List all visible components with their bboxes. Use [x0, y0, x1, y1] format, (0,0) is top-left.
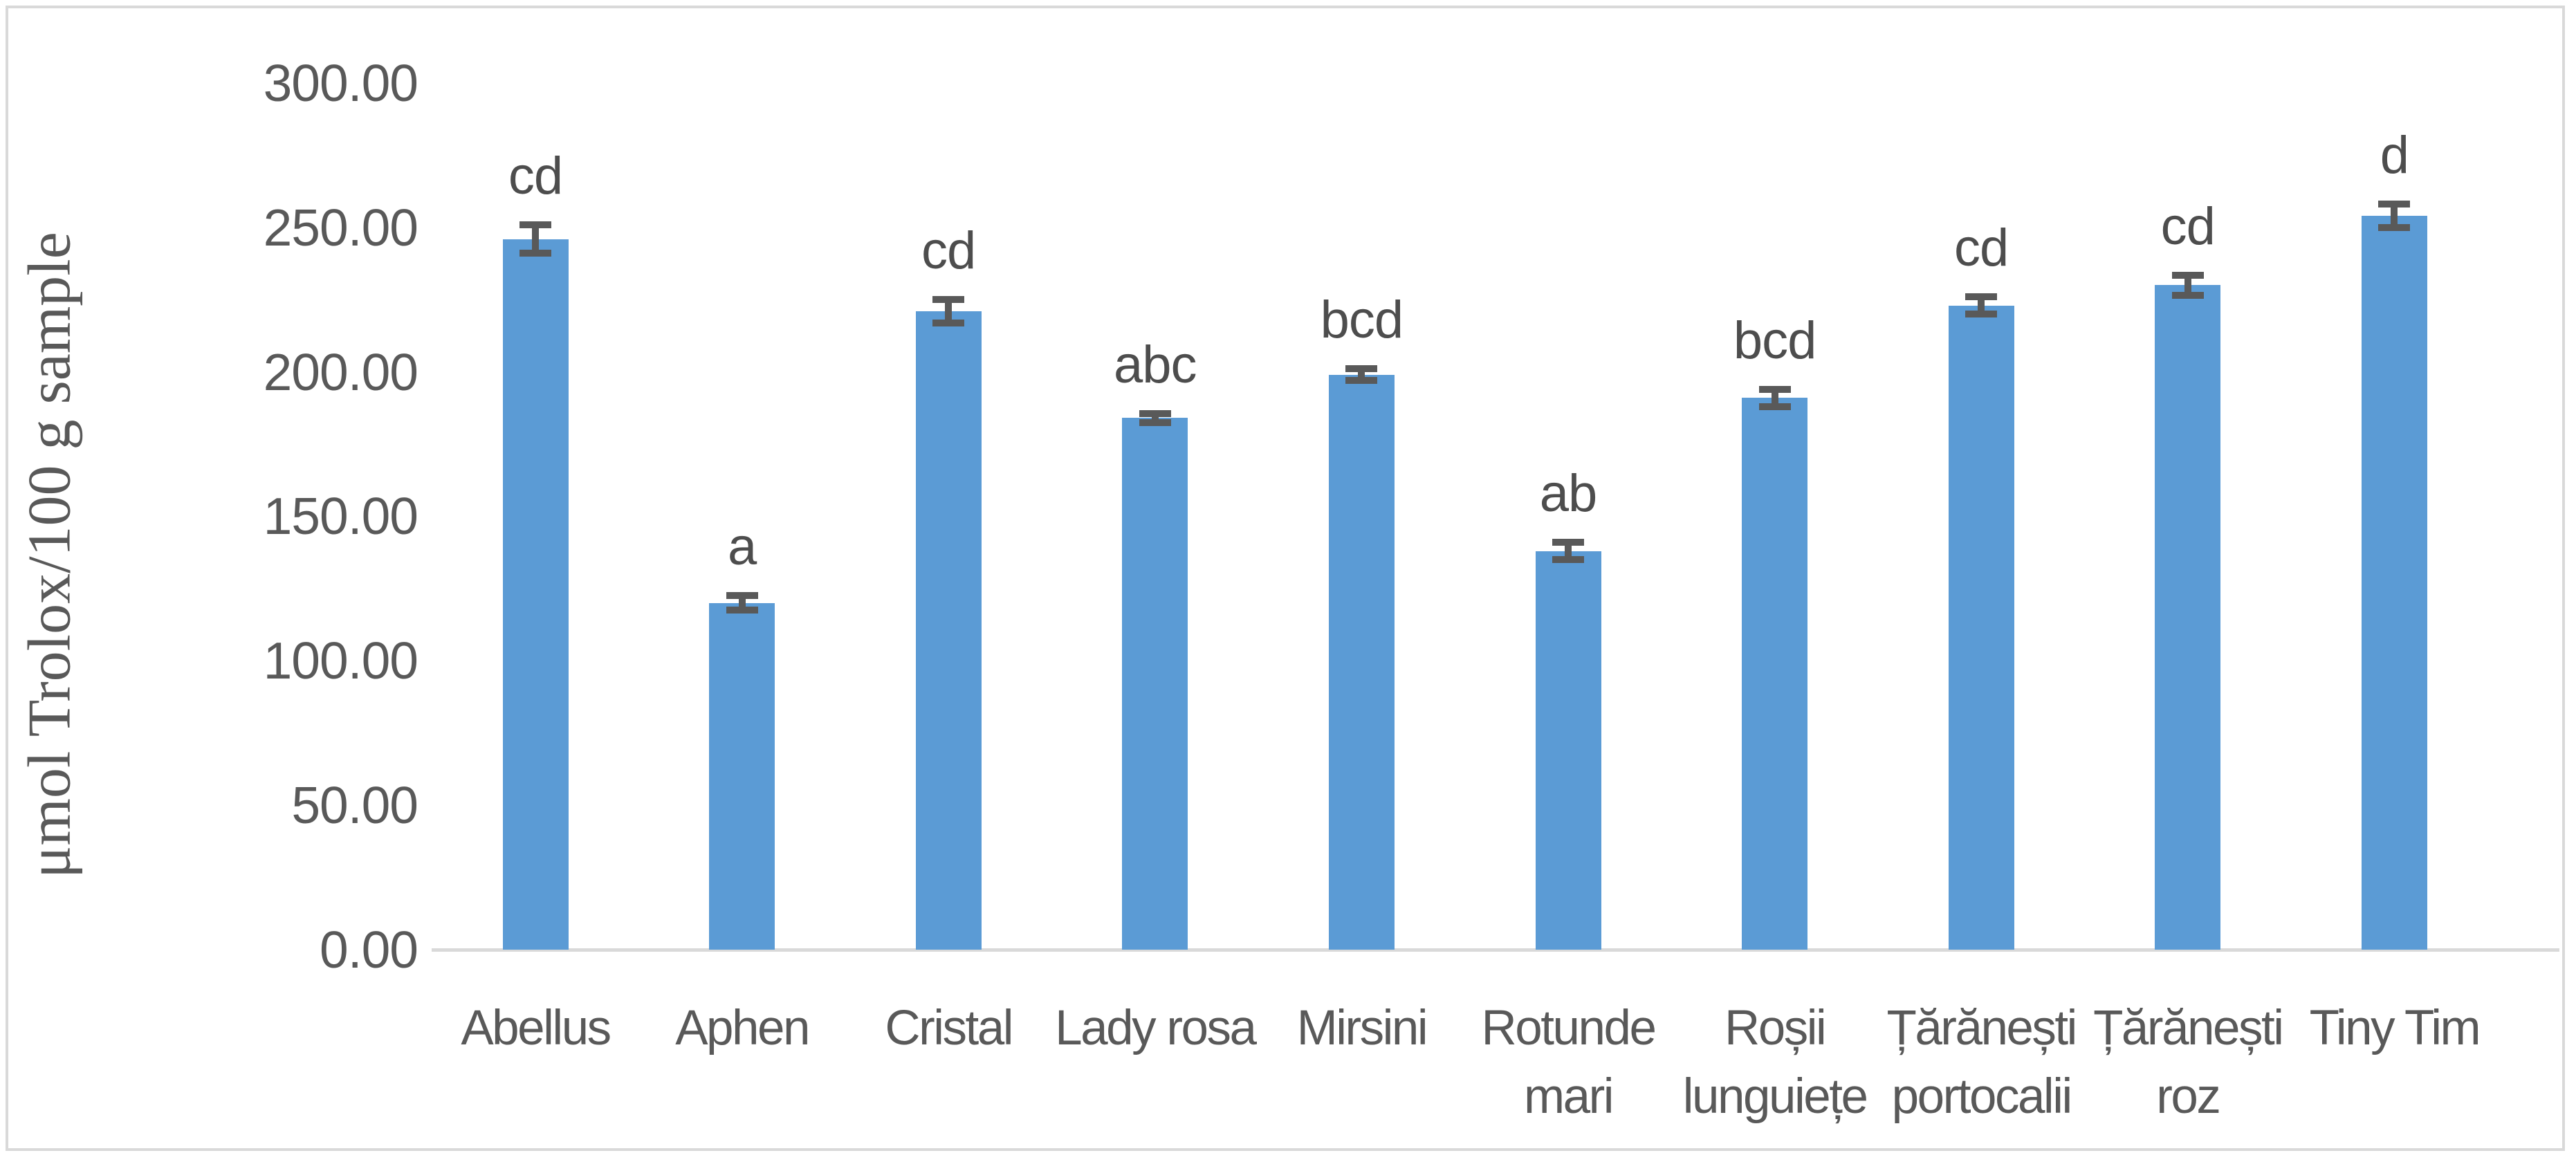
y-tick-label: 250.00: [263, 198, 418, 257]
error-bar-bottom-cap: [1552, 556, 1584, 564]
error-bar-bottom-cap: [1345, 377, 1378, 385]
significance-label: cd: [508, 146, 563, 205]
error-bar-top-cap: [1345, 365, 1378, 373]
error-bar-bottom-cap: [1758, 403, 1791, 410]
significance-label: cd: [2160, 196, 2216, 256]
error-bar-line: [532, 224, 539, 254]
error-bar-bottom-cap: [1139, 418, 1171, 426]
x-category-label-line: Rotunde: [1481, 1001, 1657, 1055]
y-tick-label: 50.00: [291, 776, 418, 835]
error-bar-line: [1565, 542, 1572, 560]
significance-label: cd: [921, 221, 976, 281]
x-category-label: Țărănești portocalii: [1862, 994, 2100, 1131]
error-bar-top-cap: [1139, 410, 1171, 418]
x-category-label-line: roz: [2156, 1069, 2221, 1124]
significance-label: a: [727, 517, 757, 577]
x-category-label-line: portocalii: [1891, 1069, 2073, 1124]
significance-label: bcd: [1320, 290, 1404, 350]
significance-label: bcd: [1733, 311, 1817, 370]
x-category-label-line: Țărănești: [1886, 1001, 2077, 1055]
x-category-label-line: lunguiețe: [1682, 1069, 1868, 1124]
y-tick-label: 150.00: [263, 487, 418, 546]
error-bar-bottom-cap: [932, 319, 965, 326]
error-bar-bottom-cap: [2171, 291, 2204, 299]
x-axis-line: [432, 948, 2559, 952]
y-tick-label: 200.00: [263, 342, 418, 401]
bar-8: [1948, 305, 2014, 950]
x-category-label: Aphen: [623, 994, 861, 1062]
x-category-label-line: Țărănești: [2093, 1001, 2284, 1055]
error-bar-line: [1771, 389, 1778, 407]
x-category-label: Rotunde mari: [1449, 994, 1687, 1131]
error-bar-line: [738, 596, 746, 611]
bar-7: [1742, 398, 1808, 950]
error-bar-bottom-cap: [1965, 311, 1998, 318]
x-category-label: Roșii lunguiețe: [1656, 994, 1894, 1131]
x-category-label-line: Tiny Tim: [2309, 1001, 2481, 1055]
bar-1: [502, 239, 569, 950]
bar-2: [709, 602, 775, 950]
x-category-label-line: Mirsini: [1296, 1001, 1428, 1055]
error-bar-top-cap: [2171, 271, 2204, 279]
error-bar-bottom-cap: [2378, 223, 2411, 231]
significance-label: cd: [1954, 219, 2009, 278]
y-tick-label: 0.00: [320, 921, 418, 979]
x-category-label: Abellus: [416, 994, 654, 1062]
significance-label: d: [2380, 126, 2409, 185]
error-bar-top-cap: [2378, 201, 2411, 208]
error-bar-top-cap: [1552, 539, 1584, 546]
x-category-label-line: Lady rosa: [1055, 1001, 1257, 1055]
x-category-label-line: Abellus: [461, 1001, 611, 1055]
bar-3: [915, 311, 982, 950]
x-category-label-line: mari: [1523, 1069, 1614, 1124]
error-bar-line: [2391, 204, 2398, 228]
error-bar-line: [1151, 414, 1159, 423]
x-category-label-line: Roșii: [1724, 1001, 1827, 1055]
y-tick-label: 300.00: [263, 53, 418, 112]
error-bar-top-cap: [1758, 385, 1791, 393]
error-bar-top-cap: [932, 296, 965, 304]
error-bar-bottom-cap: [519, 250, 551, 257]
bar-9: [2155, 285, 2221, 950]
x-category-label: Lady rosa: [1036, 994, 1274, 1062]
error-bar-top-cap: [519, 221, 551, 228]
x-category-label: Mirsini: [1242, 994, 1480, 1062]
error-bar-top-cap: [1965, 293, 1998, 301]
x-category-label-line: Aphen: [675, 1001, 810, 1055]
error-bar-line: [1358, 369, 1365, 381]
x-category-label: Tiny Tim: [2275, 994, 2513, 1062]
x-category-label-line: Cristal: [885, 1001, 1013, 1055]
x-category-label: Cristal: [829, 994, 1067, 1062]
y-tick-label: 100.00: [263, 631, 418, 690]
error-bar-bottom-cap: [726, 607, 758, 614]
significance-label: abc: [1114, 335, 1197, 395]
bar-10: [2361, 216, 2427, 950]
bar-6: [1535, 551, 1601, 950]
error-bar-line: [2184, 275, 2191, 295]
significance-label: ab: [1539, 464, 1598, 524]
bar-5: [1328, 374, 1395, 950]
error-bar-line: [945, 299, 953, 323]
bar-4: [1122, 418, 1188, 950]
x-category-label: Țărănești roz: [2069, 994, 2307, 1131]
chart-figure: μmol Trolox/100 g sample 0.00 50.00 100.00…: [6, 6, 2565, 1151]
error-bar-line: [1978, 297, 1985, 315]
error-bar-top-cap: [726, 592, 758, 600]
